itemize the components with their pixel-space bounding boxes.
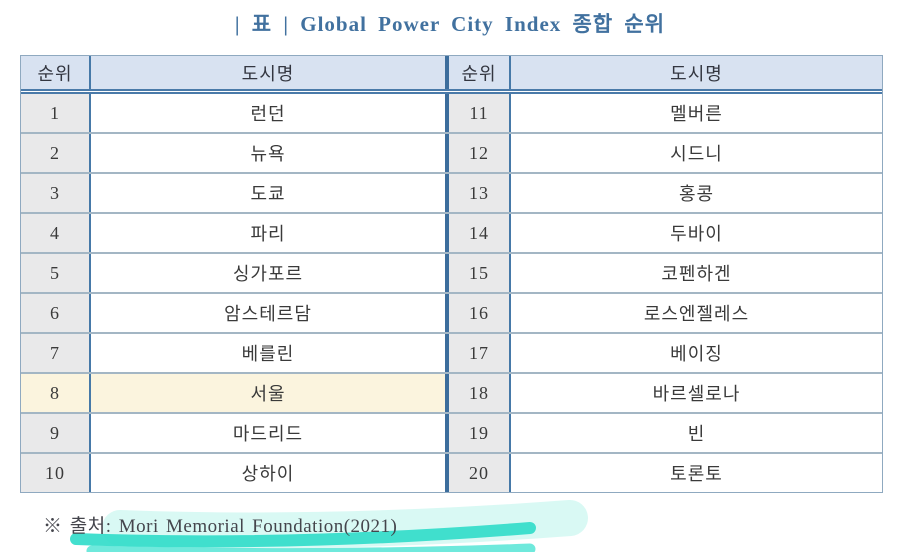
rank-cell-right: 20 [449, 454, 511, 492]
table-row: 3 도쿄 13 홍콩 [21, 174, 882, 214]
city-cell-left: 싱가포르 [91, 254, 449, 292]
rank-cell-left: 10 [21, 454, 91, 492]
city-cell-left: 마드리드 [91, 414, 449, 452]
city-cell-right: 홍콩 [678, 184, 715, 204]
rank-cell-left: 8 [21, 374, 91, 412]
rank-cell-right: 17 [449, 334, 511, 372]
rank-cell-left: 3 [21, 174, 91, 212]
rank-cell-right: 19 [449, 414, 511, 452]
table-row: 6 암스테르담 16 로스엔젤레스 [21, 294, 882, 334]
city-cell-left: 암스테르담 [91, 294, 449, 332]
column-header-rank-right: 순위 [449, 56, 511, 89]
rank-cell-right: 18 [449, 374, 511, 412]
city-cell-left: 파리 [91, 214, 449, 252]
rank-cell-left: 5 [21, 254, 91, 292]
source-note: ※ 출처: Mori Memorial Foundation(2021) [30, 498, 630, 552]
city-cell-left: 서울 [91, 374, 449, 412]
rank-cell-left: 7 [21, 334, 91, 372]
city-cell-left: 런던 [91, 94, 449, 132]
table-row: 4 파리 14 두바이 [21, 214, 882, 254]
rank-cell-right: 15 [449, 254, 511, 292]
table-header-row: 순위 도시명 순위 도시명 [21, 56, 882, 94]
rank-cell-right: 12 [449, 134, 511, 172]
city-cell-right: 빈 [687, 424, 706, 444]
table-row: 7 베를린 17 베이징 [21, 334, 882, 374]
source-text: ※ 출처: Mori Memorial Foundation(2021) [43, 516, 398, 537]
rank-cell-right: 11 [449, 94, 511, 132]
table-body: 1 런던 11 멜버른 2 뉴욕 12 시드니 3 도쿄 13 홍콩 4 파리 14 두바이 5 싱가포르 15 코펜… [21, 94, 882, 492]
table-row: 1 런던 11 멜버른 [21, 94, 882, 134]
table-row: 5 싱가포르 15 코펜하겐 [21, 254, 882, 294]
marker-highlight [70, 500, 588, 552]
rank-cell-left: 2 [21, 134, 91, 172]
rank-cell-right: 14 [449, 214, 511, 252]
rank-cell-left: 9 [21, 414, 91, 452]
rank-cell-left: 4 [21, 214, 91, 252]
column-header-city-right: 도시명 [511, 56, 882, 89]
rank-cell-left: 1 [21, 94, 91, 132]
table-row: 8 서울 18 바르셀로나 [21, 374, 882, 414]
city-cell-right: 두바이 [670, 224, 723, 244]
city-cell-left: 도쿄 [91, 174, 449, 212]
city-cell-right: 토론토 [670, 464, 723, 484]
table-row: 10 상하이 20 토론토 [21, 454, 882, 492]
table-row: 2 뉴욕 12 시드니 [21, 134, 882, 174]
city-cell-left: 베를린 [91, 334, 449, 372]
city-cell-right: 로스엔젤레스 [643, 304, 750, 324]
rank-cell-left: 6 [21, 294, 91, 332]
rank-cell-right: 13 [449, 174, 511, 212]
table-row: 9 마드리드 19 빈 [21, 414, 882, 454]
city-cell-right: 코펜하겐 [661, 264, 732, 284]
city-cell-right: 시드니 [670, 144, 723, 164]
city-cell-left: 상하이 [91, 454, 449, 492]
gpci-ranking-table: 순위 도시명 순위 도시명 1 런던 11 멜버른 2 뉴욕 12 시드니 3 도쿄 13 홍콩 4 파리… [20, 55, 883, 493]
rank-cell-right: 16 [449, 294, 511, 332]
column-header-rank-left: 순위 [21, 56, 91, 89]
city-cell-right: 멜버른 [670, 104, 723, 124]
city-cell-right: 바르셀로나 [652, 384, 741, 404]
column-header-city-left: 도시명 [91, 56, 449, 89]
page-title: | 표 | Global Power City Index 종합 순위 [234, 12, 666, 36]
city-cell-left: 뉴욕 [91, 134, 449, 172]
city-cell-right: 베이징 [670, 344, 723, 364]
